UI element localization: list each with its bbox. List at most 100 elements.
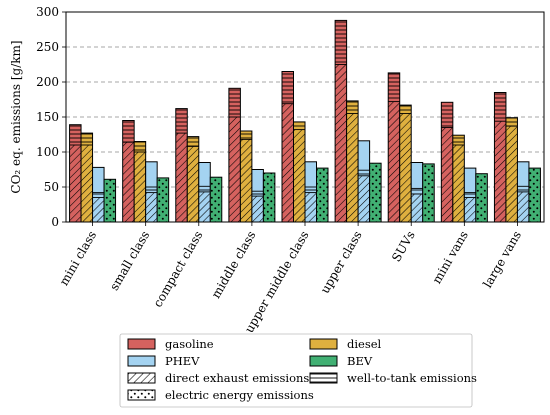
bar-phev-direct-hatch <box>358 175 370 222</box>
legend-box <box>119 333 473 408</box>
bar-diesel-direct-hatch <box>293 129 305 222</box>
bar-phev-wtt-lines <box>145 187 158 193</box>
bar-diesel-wtt-lines <box>452 135 465 145</box>
legend-swatch-bev <box>309 355 338 367</box>
bar-bev-dots <box>104 179 116 222</box>
y-tick-label: 100 <box>36 145 59 159</box>
bar-phev-wtt-lines <box>411 188 423 194</box>
bar-gasoline-wtt-lines <box>441 102 453 128</box>
bar-bev-dots <box>316 168 328 222</box>
bar-gasoline-direct-hatch <box>335 64 347 222</box>
bar-diesel-direct-hatch <box>346 113 359 222</box>
x-tick-label: large vans <box>480 229 524 291</box>
y-tick-label: 200 <box>36 75 59 89</box>
bar-gasoline-wtt-lines <box>122 120 135 143</box>
x-tick-label: mini vans <box>430 229 471 287</box>
bar-gasoline-wtt-lines <box>228 88 241 117</box>
bar-diesel-wtt-lines <box>187 136 199 147</box>
legend-swatch-lines <box>309 372 338 384</box>
x-tick-label: middle class <box>209 229 259 301</box>
x-tick-label: upper class <box>318 229 365 296</box>
bar-gasoline-wtt-lines <box>335 20 347 65</box>
bar-phev-wtt-lines <box>305 187 317 193</box>
legend-swatch-phev <box>127 355 156 367</box>
bar-phev-electric <box>305 161 317 187</box>
bar-phev-direct-hatch <box>411 194 423 222</box>
legend-label: gasoline <box>165 337 214 351</box>
bar-phev-electric <box>92 167 105 193</box>
plot-frame <box>65 11 545 223</box>
bar-phev-wtt-lines <box>198 186 211 192</box>
legend-swatch-diesel <box>309 338 338 350</box>
bar-gasoline-direct-hatch <box>69 145 82 222</box>
bar-gasoline-direct-hatch <box>388 101 400 222</box>
bar-bev-dots <box>210 177 222 222</box>
bar-diesel-direct-hatch <box>81 145 93 222</box>
bar-gasoline-direct-hatch <box>122 142 135 222</box>
bar-gasoline-wtt-lines <box>282 71 294 104</box>
bar-gasoline-direct-hatch <box>494 121 506 222</box>
bar-phev-direct-hatch <box>305 192 317 222</box>
bar-gasoline-wtt-lines <box>175 108 188 134</box>
bar-bev-dots <box>528 168 541 222</box>
legend-swatch-gasoline <box>127 338 156 350</box>
x-tick-label: mini class <box>57 229 99 289</box>
bar-diesel-direct-hatch <box>505 126 518 222</box>
x-tick-label: SUVs <box>389 229 418 265</box>
bar-phev-electric <box>198 162 211 187</box>
bar-phev-electric <box>517 161 529 187</box>
y-tick-label: 250 <box>36 40 59 54</box>
y-tick-label: 0 <box>51 215 59 229</box>
bar-phev-wtt-lines <box>517 186 529 192</box>
y-tick-label: 50 <box>44 180 59 194</box>
bar-diesel-wtt-lines <box>399 105 412 114</box>
bar-gasoline-direct-hatch <box>175 133 188 222</box>
bar-bev-dots <box>475 173 488 222</box>
legend-label: diesel <box>347 337 382 351</box>
legend-swatch-dots <box>127 389 156 401</box>
bar-gasoline-direct-hatch <box>282 103 294 222</box>
bar-phev-electric <box>464 168 476 193</box>
x-tick-label: small class <box>107 229 152 293</box>
bar-diesel-wtt-lines <box>346 100 359 114</box>
bar-bev-dots <box>263 173 275 222</box>
bar-phev-electric <box>145 161 158 187</box>
bar-phev-electric <box>251 169 264 192</box>
bar-phev-electric <box>411 162 423 189</box>
legend-swatch-hatch <box>127 372 156 384</box>
bar-phev-wtt-lines <box>464 192 476 198</box>
bar-bev-dots <box>422 163 435 222</box>
y-tick-label: 150 <box>36 110 59 124</box>
bar-bev-dots <box>369 163 382 222</box>
bar-phev-electric <box>358 140 370 171</box>
bar-diesel-direct-hatch <box>452 145 465 222</box>
bar-diesel-wtt-lines <box>240 131 252 140</box>
bar-phev-wtt-lines <box>358 170 370 176</box>
bar-gasoline-wtt-lines <box>494 92 506 122</box>
y-axis-label: CO₂ eq. emissions [g/km] <box>9 40 23 193</box>
bar-diesel-direct-hatch <box>134 152 146 222</box>
x-tick-label: compact class <box>150 229 205 310</box>
bar-gasoline-direct-hatch <box>228 117 241 222</box>
bar-bev-dots <box>157 177 169 222</box>
bar-phev-direct-hatch <box>464 197 476 222</box>
bar-phev-direct-hatch <box>198 191 211 222</box>
bar-diesel-wtt-lines <box>293 121 305 130</box>
bar-diesel-wtt-lines <box>134 141 146 152</box>
bar-gasoline-direct-hatch <box>441 127 453 222</box>
legend-label: well-to-tank emissions <box>347 371 477 385</box>
bar-diesel-wtt-lines <box>505 117 518 127</box>
legend-label: PHEV <box>165 354 200 368</box>
legend-label: electric energy emissions <box>165 388 314 402</box>
bar-diesel-direct-hatch <box>240 139 252 222</box>
bar-phev-direct-hatch <box>145 192 158 222</box>
bar-phev-direct-hatch <box>517 191 529 222</box>
bar-phev-direct-hatch <box>251 196 264 222</box>
bar-phev-direct-hatch <box>92 197 105 222</box>
bar-diesel-wtt-lines <box>81 133 93 145</box>
legend-label: BEV <box>347 354 373 368</box>
bar-diesel-direct-hatch <box>187 146 199 222</box>
bar-gasoline-wtt-lines <box>388 72 400 102</box>
bar-gasoline-wtt-lines <box>69 124 82 145</box>
